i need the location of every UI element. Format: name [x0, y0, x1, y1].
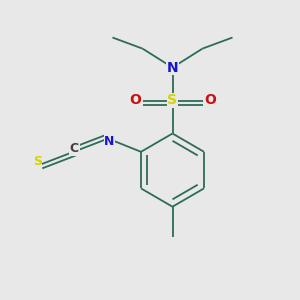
Text: C: C	[70, 142, 79, 155]
Text: O: O	[204, 94, 216, 107]
Text: S: S	[33, 155, 42, 168]
Text: N: N	[104, 135, 115, 148]
Text: S: S	[167, 94, 178, 107]
Text: N: N	[167, 61, 178, 74]
Text: O: O	[129, 94, 141, 107]
